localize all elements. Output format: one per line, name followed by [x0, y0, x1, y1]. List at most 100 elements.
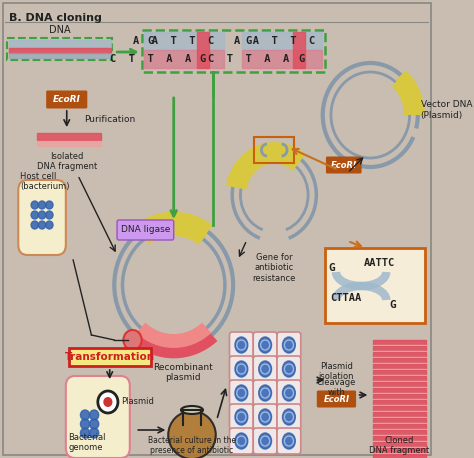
Bar [197, 32, 210, 68]
Circle shape [31, 201, 38, 209]
Bar [373, 400, 426, 404]
Bar [373, 416, 426, 418]
Bar [373, 442, 426, 447]
Text: Isolated
DNA fragment: Isolated DNA fragment [36, 152, 97, 171]
Text: A  A  T  T  C: A A T T C [133, 36, 214, 46]
Text: G: G [200, 54, 206, 64]
Text: A  A  T  T  C: A A T T C [234, 36, 315, 46]
Bar [373, 382, 426, 387]
Circle shape [103, 397, 112, 407]
Bar [373, 430, 426, 435]
FancyBboxPatch shape [66, 376, 130, 458]
Ellipse shape [283, 409, 295, 425]
Ellipse shape [259, 433, 272, 449]
Bar [144, 50, 224, 68]
FancyBboxPatch shape [229, 332, 253, 358]
Text: Plasmid
isolation: Plasmid isolation [319, 362, 354, 382]
Bar [36, 133, 100, 140]
Ellipse shape [235, 337, 248, 353]
Bar [373, 424, 426, 429]
Text: DNA: DNA [49, 25, 70, 35]
Bar [373, 447, 426, 448]
Circle shape [81, 428, 90, 438]
Bar [373, 362, 426, 364]
FancyBboxPatch shape [277, 356, 301, 382]
Text: C  T  T  A  A: C T T A A [110, 54, 191, 64]
Circle shape [31, 211, 38, 219]
Text: G: G [246, 36, 252, 46]
Text: G: G [328, 263, 335, 273]
Ellipse shape [283, 337, 295, 353]
Bar [373, 344, 426, 346]
Circle shape [31, 221, 38, 229]
Bar [373, 352, 426, 356]
Bar [242, 50, 322, 68]
Bar [373, 429, 426, 430]
Circle shape [38, 211, 46, 219]
FancyBboxPatch shape [69, 348, 151, 366]
Bar [373, 387, 426, 388]
FancyBboxPatch shape [229, 356, 253, 382]
Bar [9, 53, 110, 58]
Bar [373, 422, 426, 424]
Text: Host cell
(bacterium): Host cell (bacterium) [20, 172, 70, 191]
Text: B. DNA cloning: B. DNA cloning [9, 13, 102, 23]
Bar [292, 32, 305, 68]
FancyBboxPatch shape [277, 380, 301, 406]
Bar [373, 340, 426, 344]
Ellipse shape [283, 361, 295, 377]
Bar [144, 32, 224, 50]
Text: Transformation: Transformation [64, 352, 155, 362]
Text: C  T  T  A  A: C T T A A [208, 54, 289, 64]
Bar [373, 410, 426, 412]
Text: Recombinant
plasmid: Recombinant plasmid [153, 363, 213, 382]
Bar [373, 393, 426, 394]
Ellipse shape [259, 385, 272, 401]
Ellipse shape [259, 361, 272, 377]
Text: EcoRI: EcoRI [331, 160, 357, 169]
Text: Purification: Purification [84, 115, 136, 125]
Bar [373, 454, 426, 458]
Bar [373, 356, 426, 358]
Ellipse shape [235, 433, 248, 449]
FancyBboxPatch shape [229, 380, 253, 406]
Bar [373, 388, 426, 393]
Text: EcoRI: EcoRI [323, 394, 349, 403]
Bar [373, 435, 426, 436]
Text: Bacterial culture in the
presence of antibiotic: Bacterial culture in the presence of ant… [148, 436, 236, 455]
Bar [373, 441, 426, 442]
Ellipse shape [259, 409, 272, 425]
Bar [373, 412, 426, 416]
Circle shape [123, 330, 142, 350]
Text: Vector DNA
(Plasmid): Vector DNA (Plasmid) [420, 100, 472, 120]
FancyBboxPatch shape [46, 91, 87, 109]
Text: Bacterial
genome: Bacterial genome [69, 433, 106, 452]
FancyBboxPatch shape [326, 157, 362, 174]
Ellipse shape [283, 385, 295, 401]
Text: DNA ligase: DNA ligase [121, 225, 170, 234]
FancyBboxPatch shape [229, 404, 253, 430]
Text: Gene for
antibiotic
resistance: Gene for antibiotic resistance [253, 253, 296, 283]
Bar [9, 48, 110, 53]
FancyBboxPatch shape [3, 3, 430, 455]
Bar [373, 358, 426, 362]
Bar [242, 32, 322, 50]
FancyBboxPatch shape [229, 428, 253, 454]
FancyBboxPatch shape [253, 404, 277, 430]
Bar [373, 453, 426, 454]
Bar [373, 375, 426, 376]
FancyBboxPatch shape [18, 180, 66, 255]
Text: AATTC: AATTC [364, 258, 395, 268]
Bar [373, 346, 426, 350]
Bar [373, 370, 426, 375]
Text: EcoRI: EcoRI [53, 95, 81, 104]
Circle shape [81, 410, 90, 420]
Bar [373, 436, 426, 441]
Circle shape [90, 419, 99, 429]
Bar [373, 350, 426, 352]
FancyBboxPatch shape [117, 220, 173, 240]
Bar [373, 398, 426, 400]
FancyBboxPatch shape [253, 332, 277, 358]
FancyBboxPatch shape [253, 428, 277, 454]
Ellipse shape [235, 385, 248, 401]
